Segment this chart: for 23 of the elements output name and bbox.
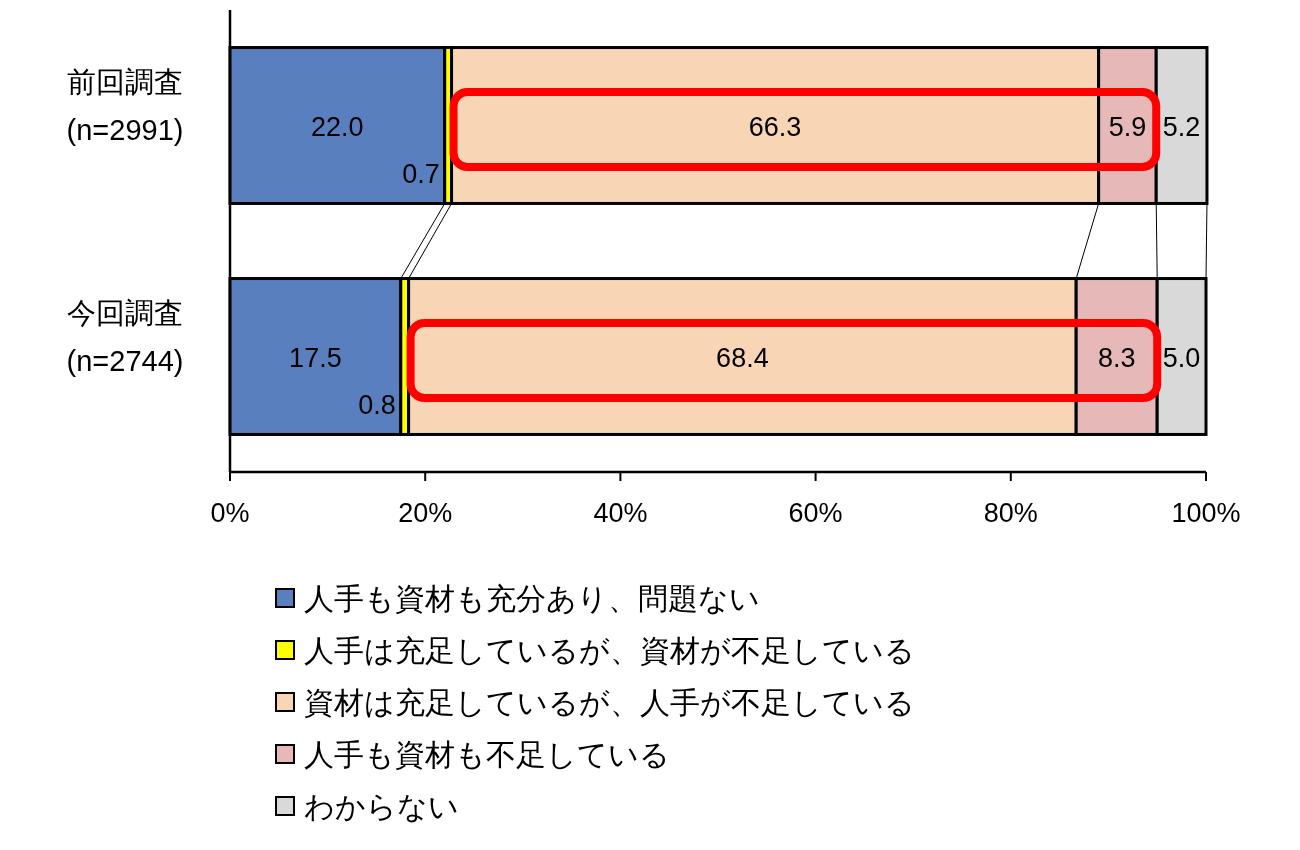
data-label: 17.5 xyxy=(289,342,342,373)
data-label: 22.0 xyxy=(311,111,364,142)
data-label: 5.0 xyxy=(1162,342,1201,373)
data-label: 8.3 xyxy=(1097,342,1136,373)
x-tick-label: 0% xyxy=(210,498,250,528)
y-tick-label: 今回調査 (n=2744) xyxy=(66,296,184,377)
x-tick-label: 40% xyxy=(593,498,648,528)
data-label: 5.9 xyxy=(1108,111,1147,142)
data-label: 0.8 xyxy=(358,390,396,421)
x-tick-label: 80% xyxy=(983,498,1038,528)
x-tick-label: 20% xyxy=(398,498,453,528)
y-tick-label: 前回調査 (n=2991) xyxy=(66,65,184,146)
x-tick-label: 60% xyxy=(788,498,843,528)
data-label: 66.3 xyxy=(748,111,802,142)
data-label: 0.7 xyxy=(402,159,440,190)
legend-label: わからない xyxy=(304,790,459,823)
data-label: 68.4 xyxy=(716,342,769,373)
legend-label: 人手も資材も不足している xyxy=(304,738,670,771)
legend-label: 人手は充足しているが、資材が不足している xyxy=(304,634,915,667)
legend-label: 人手も資材も充分あり、問題ない xyxy=(304,582,760,615)
data-label: 5.2 xyxy=(1162,111,1201,142)
legend-label: 資材は充足しているが、人手が不足している xyxy=(304,686,915,719)
x-tick-label: 100% xyxy=(1171,498,1241,528)
